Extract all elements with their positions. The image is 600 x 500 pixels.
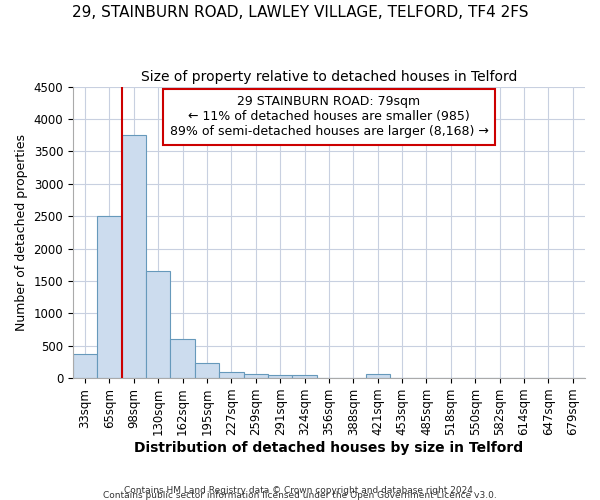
Bar [365,374,390,378]
Bar [122,135,146,378]
Text: 29, STAINBURN ROAD, LAWLEY VILLAGE, TELFORD, TF4 2FS: 29, STAINBURN ROAD, LAWLEY VILLAGE, TELF… [72,5,528,20]
Title: Size of property relative to detached houses in Telford: Size of property relative to detached ho… [141,70,517,84]
Bar [268,375,292,378]
Bar [73,354,97,378]
Bar [195,363,219,378]
X-axis label: Distribution of detached houses by size in Telford: Distribution of detached houses by size … [134,441,524,455]
Text: Contains public sector information licensed under the Open Government Licence v3: Contains public sector information licen… [103,491,497,500]
Bar [219,372,244,378]
Bar [292,375,317,378]
Bar [146,271,170,378]
Text: 29 STAINBURN ROAD: 79sqm
← 11% of detached houses are smaller (985)
89% of semi-: 29 STAINBURN ROAD: 79sqm ← 11% of detach… [170,96,488,138]
Bar [170,339,195,378]
Y-axis label: Number of detached properties: Number of detached properties [15,134,28,331]
Bar [244,374,268,378]
Text: Contains HM Land Registry data © Crown copyright and database right 2024.: Contains HM Land Registry data © Crown c… [124,486,476,495]
Bar [97,216,122,378]
